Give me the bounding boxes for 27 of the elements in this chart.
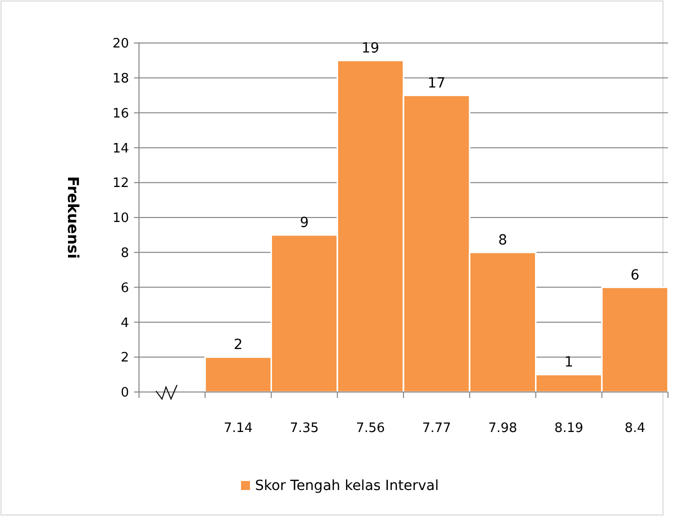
data-label: 19: [362, 40, 380, 56]
x-tick-label: 7.35: [290, 421, 319, 436]
x-tick-label: 7.56: [356, 421, 385, 436]
x-tick-label: 7.77: [422, 421, 452, 436]
x-tick-label: 8.4: [624, 421, 646, 436]
data-label: 9: [300, 214, 309, 231]
y-tick-label: 0: [120, 386, 129, 401]
y-tick-label: 6: [120, 280, 129, 296]
data-label: 17: [428, 75, 446, 92]
y-tick-label: 4: [120, 316, 129, 331]
y-tick-label: 18: [112, 71, 129, 86]
x-tick-label: 8.19: [554, 421, 584, 436]
y-axis-title: Frekuensi: [64, 176, 82, 259]
x-tick-label: 7.14: [224, 421, 253, 436]
y-tick-label: 2: [120, 350, 129, 366]
data-label: 1: [564, 354, 574, 371]
legend-label: Skor Tengah kelas Interval: [255, 478, 439, 494]
y-tick-label: 10: [112, 211, 129, 226]
y-tick-label: 14: [112, 141, 129, 156]
data-label: 6: [630, 267, 640, 284]
y-tick-label: 16: [112, 106, 129, 122]
y-tick-label: 8: [120, 246, 129, 261]
data-label: 8: [498, 232, 508, 248]
data-label: 2: [234, 337, 243, 354]
x-tick-label: 7.98: [488, 421, 518, 436]
y-tick-label: 20: [112, 36, 129, 52]
y-tick-label: 12: [112, 176, 129, 192]
